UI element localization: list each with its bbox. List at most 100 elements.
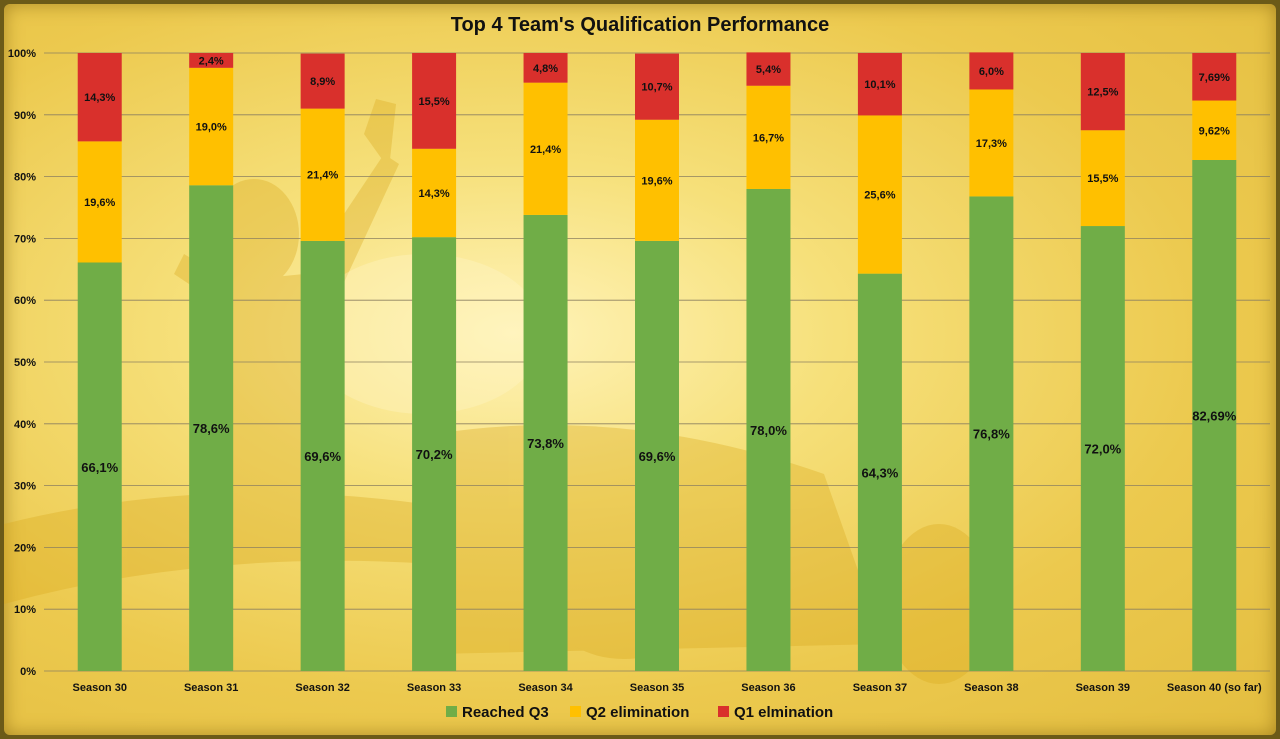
y-tick-label: 10% <box>14 604 36 616</box>
x-tick-label: Season 31 <box>184 682 238 694</box>
bar-segment <box>635 240 679 671</box>
bars <box>77 52 1237 672</box>
bar-segment <box>969 89 1014 197</box>
bar-segment <box>300 240 345 671</box>
data-label: 73,8% <box>527 436 564 451</box>
data-label: 66,1% <box>81 460 118 475</box>
x-tick-label: Season 37 <box>853 682 907 694</box>
data-label: 69,6% <box>639 449 676 464</box>
data-label: 25,6% <box>864 190 895 202</box>
y-tick-label: 70% <box>14 233 36 245</box>
x-tick-label: Season 40 (so far) <box>1167 682 1262 694</box>
x-tick-label: Season 30 <box>73 682 127 694</box>
y-tick-label: 30% <box>14 481 36 493</box>
data-label: 69,6% <box>304 449 341 464</box>
legend-swatch <box>718 706 729 717</box>
data-label: 10,7% <box>641 82 672 94</box>
legend-swatch <box>570 706 581 717</box>
data-label: 19,6% <box>84 197 115 209</box>
y-tick-label: 80% <box>14 172 36 184</box>
data-label: 70,2% <box>416 447 453 462</box>
bar-segment <box>1192 53 1237 101</box>
legend-label: Q1 elmination <box>734 704 833 721</box>
data-label: 78,0% <box>750 423 787 438</box>
data-label: 16,7% <box>753 132 784 144</box>
x-tick-label: Season 36 <box>741 682 795 694</box>
data-label: 8,9% <box>310 76 335 88</box>
y-tick-label: 60% <box>14 295 36 307</box>
y-tick-label: 100% <box>8 48 36 60</box>
bar-segment <box>523 53 568 83</box>
bar-segment <box>77 141 122 263</box>
bar-segment <box>969 52 1014 90</box>
x-tick-label: Season 35 <box>630 682 684 694</box>
bar-segment <box>1192 159 1237 671</box>
bar-segment <box>412 148 457 238</box>
data-label: 15,5% <box>1087 173 1118 185</box>
bar-segment <box>189 53 234 68</box>
bar-segment <box>746 85 791 189</box>
data-label: 14,3% <box>418 188 449 200</box>
bar-segment <box>635 53 679 120</box>
bar-segment <box>300 53 345 109</box>
y-axis-ticks: 0% 10% 20% 30% 40% 50% 60% 70% 80% 90% 100% <box>8 48 36 678</box>
legend-swatch <box>446 706 457 717</box>
data-label: 2,4% <box>199 55 224 67</box>
bar-segment <box>969 196 1014 671</box>
bar-segment <box>189 67 234 186</box>
legend-label: Reached Q3 <box>462 704 549 721</box>
bar-segment <box>635 119 679 241</box>
bar-segment <box>77 262 122 671</box>
stacked-bar-chart: 66,1% 19,6% 14,3% 78,6% 19,0% 2,4% 69,6% 21,4% 8… <box>8 48 1270 721</box>
data-label: 4,8% <box>533 63 558 75</box>
y-tick-label: 90% <box>14 110 36 122</box>
data-label: 17,3% <box>976 138 1007 150</box>
data-label: 9,62% <box>1199 125 1230 137</box>
data-labels: 66,1% 19,6% 14,3% 78,6% 19,0% 2,4% 69,6% 21,4% 8… <box>81 55 1236 480</box>
legend-label: Q2 elimination <box>586 704 689 721</box>
x-tick-label: Season 38 <box>964 682 1018 694</box>
bar-segment <box>1080 130 1125 227</box>
data-label: 15,5% <box>418 96 449 108</box>
data-label: 21,4% <box>307 170 338 182</box>
bar-segment <box>300 108 345 241</box>
bar-segment <box>523 214 568 671</box>
chart-frame: Top 4 Team's Qualification Performance 6… <box>4 4 1276 735</box>
x-tick-label: Season 32 <box>295 682 349 694</box>
bar-segment <box>857 115 902 274</box>
bar-segment <box>412 53 457 149</box>
bar-segment <box>189 185 234 671</box>
data-label: 6,0% <box>979 66 1004 78</box>
x-tick-label: Season 33 <box>407 682 461 694</box>
data-label: 14,3% <box>84 92 115 104</box>
y-tick-label: 0% <box>20 666 36 678</box>
bar-segment <box>1192 100 1237 160</box>
data-label: 82,69% <box>1192 408 1237 423</box>
data-label: 76,8% <box>973 427 1010 442</box>
data-label: 19,6% <box>641 175 672 187</box>
bar-segment <box>1080 226 1125 672</box>
data-label: 64,3% <box>861 465 898 480</box>
data-label: 7,69% <box>1199 72 1230 84</box>
data-label: 21,4% <box>530 144 561 156</box>
x-axis-ticks: Season 30 Season 31 Season 32 Season 33 Seas… <box>73 682 1262 694</box>
data-label: 78,6% <box>193 421 230 436</box>
y-tick-label: 50% <box>14 357 36 369</box>
data-label: 19,0% <box>196 122 227 134</box>
data-label: 10,1% <box>864 79 895 91</box>
bar-segment <box>746 188 791 671</box>
bar-segment <box>77 53 122 142</box>
data-label: 72,0% <box>1084 442 1121 457</box>
y-tick-label: 40% <box>14 419 36 431</box>
x-tick-label: Season 34 <box>518 682 573 694</box>
bar-segment <box>746 52 791 86</box>
bar-segment <box>857 53 902 116</box>
bar-segment <box>1080 53 1125 131</box>
data-label: 12,5% <box>1087 87 1118 99</box>
legend: Reached Q3 Q2 elimination Q1 elmination <box>446 704 833 721</box>
data-label: 5,4% <box>756 64 781 76</box>
bar-segment <box>412 237 457 671</box>
bar-segment <box>523 82 568 215</box>
y-tick-label: 20% <box>14 542 36 554</box>
x-tick-label: Season 39 <box>1076 682 1130 694</box>
